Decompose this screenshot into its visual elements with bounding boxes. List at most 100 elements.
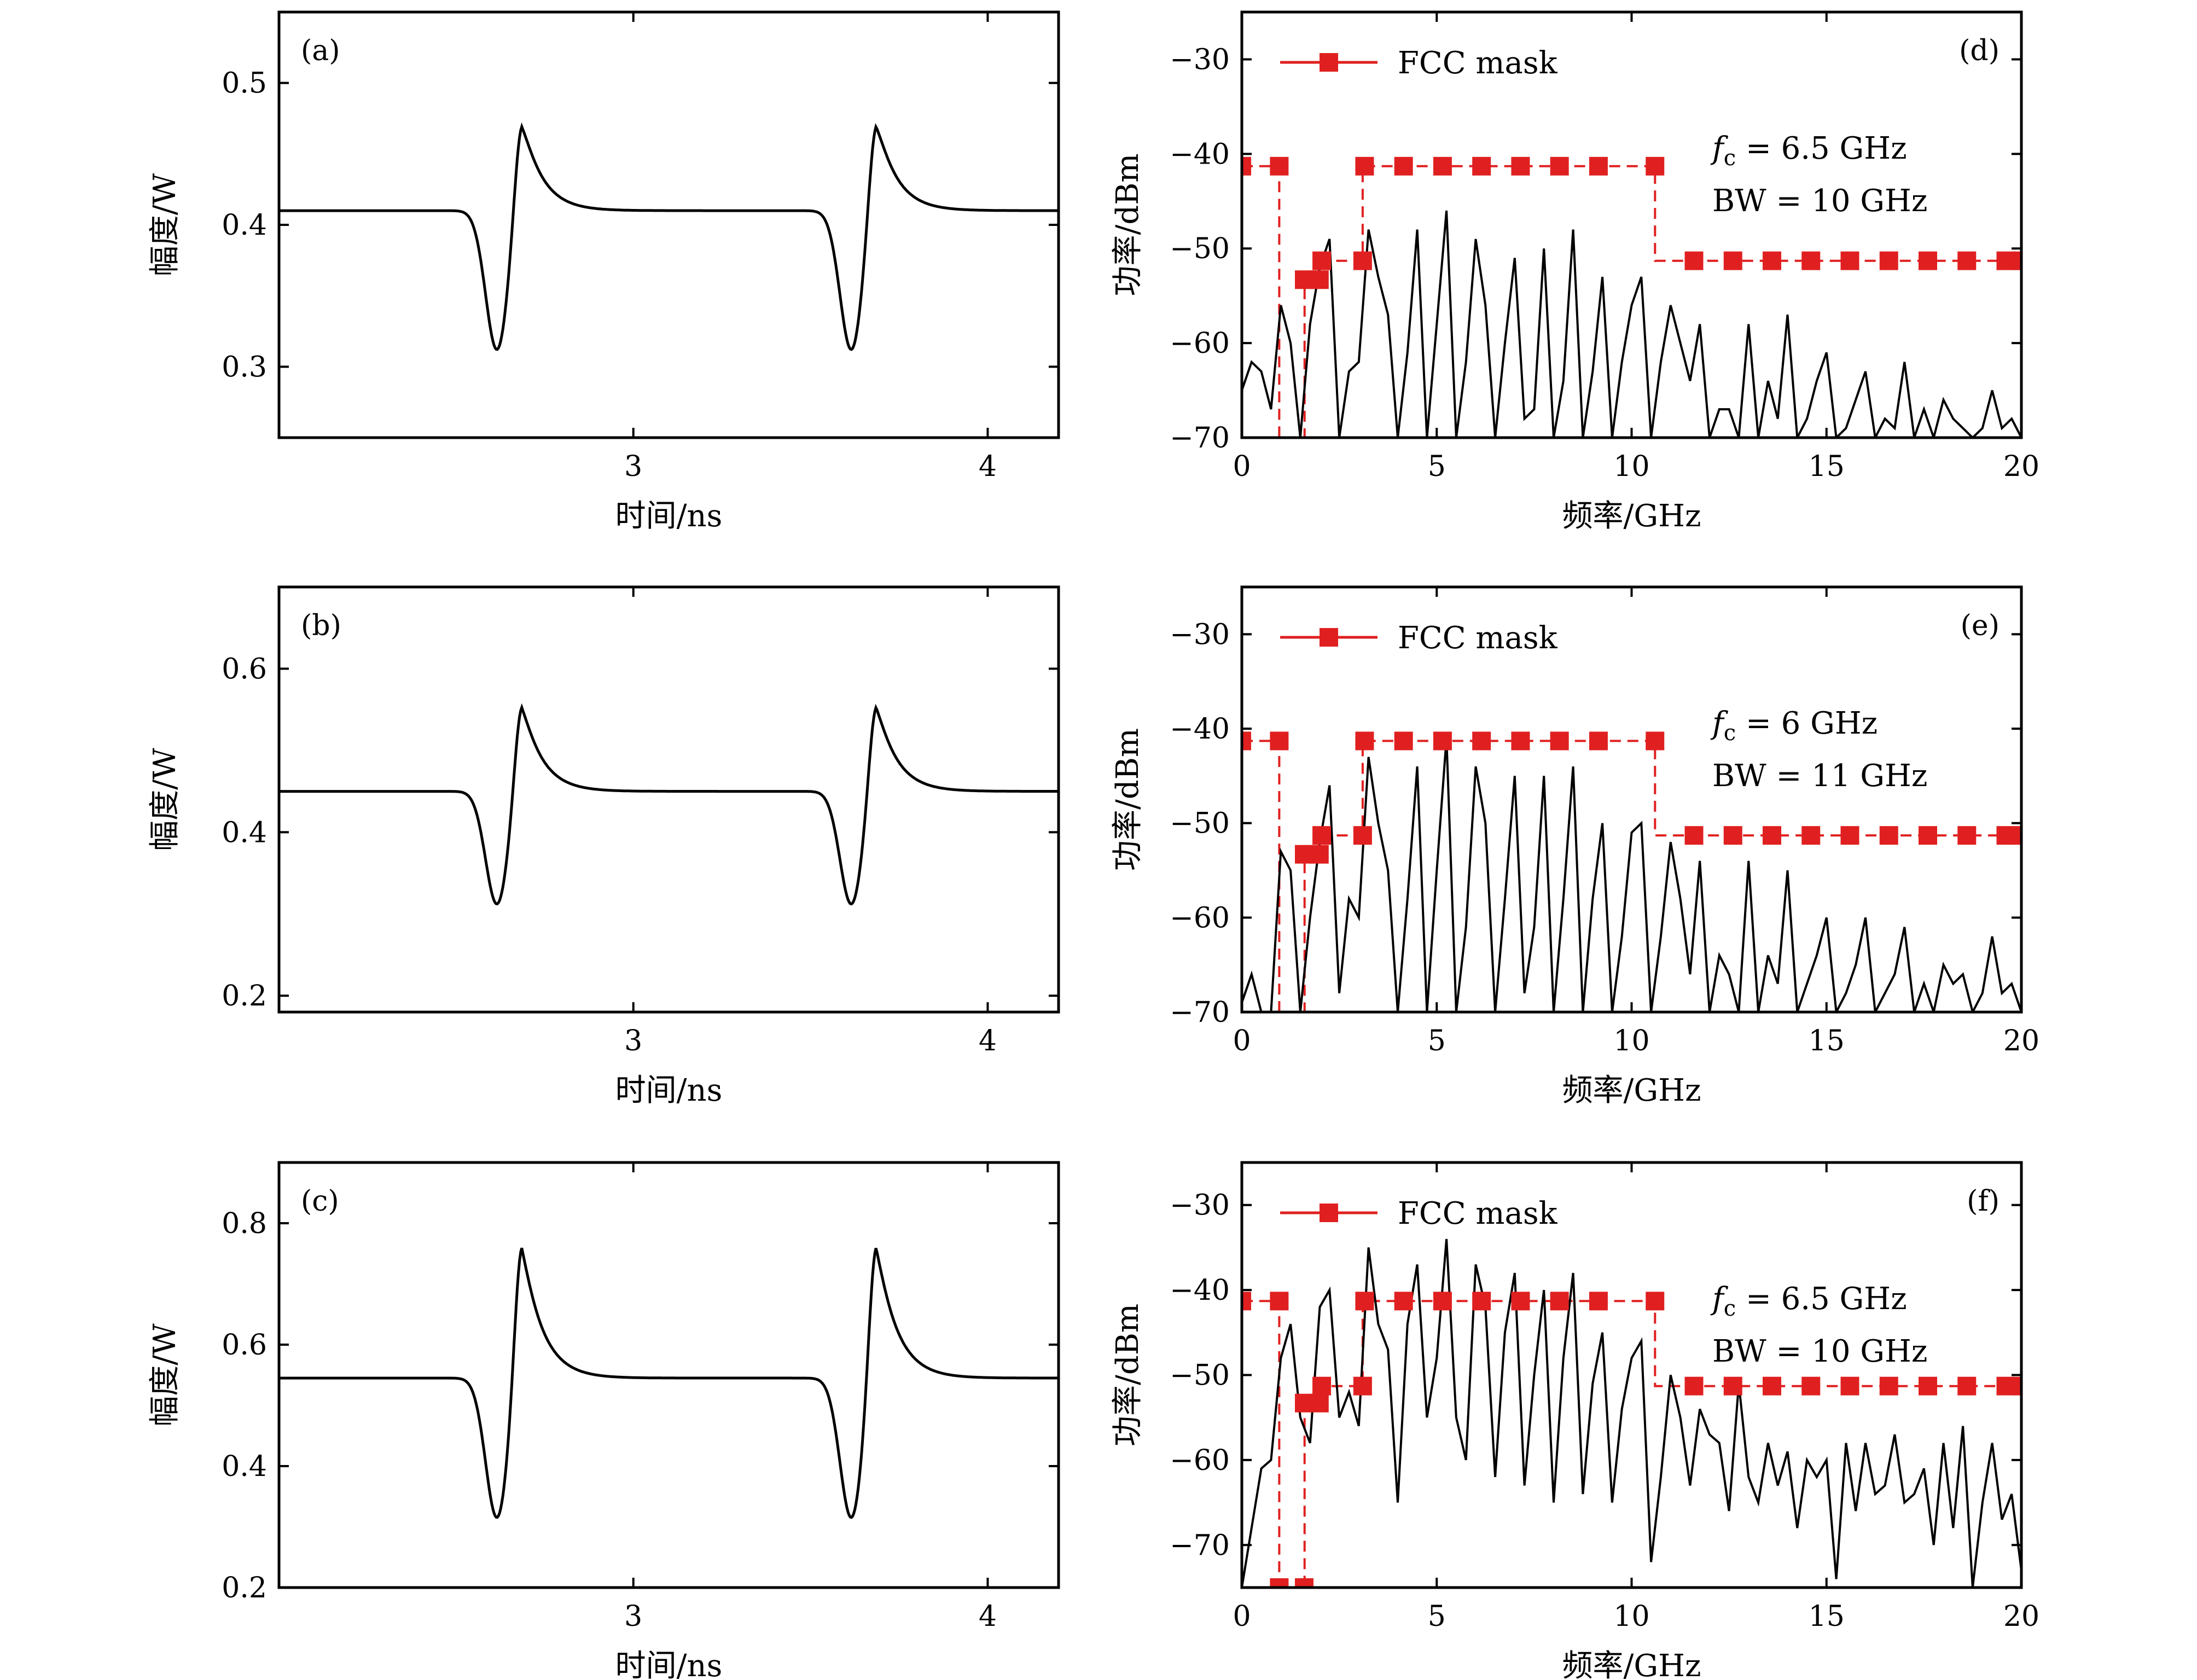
legend-label: FCC mask xyxy=(1398,1196,1558,1231)
fcc-mask-marker xyxy=(1763,1376,1781,1396)
x-tick-label: 4 xyxy=(979,1025,997,1057)
fcc-mask-marker xyxy=(1589,156,1608,176)
x-axis-title: 频率/GHz xyxy=(1562,1073,1701,1108)
fcc-mask-marker xyxy=(1472,1292,1491,1311)
chart-panel-f: 0 5 10 15 20 −30 −40 −50 −60 −70 频率/GHz 功率/dBm (f) FC… xyxy=(1110,1161,2039,1680)
fcc-mask-marker xyxy=(1394,1292,1413,1311)
fcc-mask-marker xyxy=(1270,731,1289,751)
fcc-mask-marker xyxy=(1957,826,1977,845)
pulse-series-line xyxy=(279,1247,1059,1519)
x-tick-label: 5 xyxy=(1428,1600,1446,1633)
plot-frame xyxy=(277,1161,1060,1589)
fcc-mask-marker xyxy=(1684,826,1704,845)
fcc-mask-marker xyxy=(1242,1292,1251,1311)
fcc-mask-marker xyxy=(1270,1292,1289,1311)
fcc-mask-marker xyxy=(1684,1376,1704,1396)
pulse-series-line xyxy=(279,703,1059,906)
fcc-mask-marker xyxy=(1646,156,1665,176)
fcc-mask-marker xyxy=(1472,156,1491,176)
x-tick-label: 0 xyxy=(1233,450,1251,483)
fcc-mask-marker xyxy=(1996,251,2015,270)
fcc-mask-marker xyxy=(1511,1292,1530,1311)
fcc-mask-marker xyxy=(1242,731,1251,751)
fcc-mask-marker xyxy=(1919,826,1937,845)
fcc-mask-marker xyxy=(2012,251,2021,270)
y-tick-label: −60 xyxy=(1170,902,1230,934)
x-tick-label: 4 xyxy=(979,1600,997,1633)
plot-frame xyxy=(1240,1161,2023,1589)
fcc-mask-marker xyxy=(1589,1292,1608,1311)
spectrum-series-line xyxy=(1242,210,2021,438)
y-axis-title: 功率/dBm xyxy=(1110,154,1146,297)
plot-frame xyxy=(277,10,1060,439)
fcc-mask-marker xyxy=(1310,270,1329,289)
plot-frame xyxy=(1240,10,2023,439)
x-tick-label: 5 xyxy=(1428,450,1446,483)
fcc-mask-marker xyxy=(1879,1376,1898,1396)
y-tick-label: −30 xyxy=(1170,1189,1230,1222)
x-axis-title: 时间/ns xyxy=(615,498,723,534)
pulse-series-line xyxy=(279,122,1059,351)
fcc-mask-marker xyxy=(1355,731,1374,751)
fcc-mask-marker xyxy=(1801,1376,1821,1396)
fcc-mask-marker xyxy=(1919,1376,1937,1396)
panel-label: (d) xyxy=(1959,34,2000,67)
legend-marker xyxy=(1320,1204,1338,1222)
y-tick-label: 0.8 xyxy=(222,1207,267,1240)
x-axis-title: 时间/ns xyxy=(615,1073,723,1108)
y-tick-label: −50 xyxy=(1170,807,1230,840)
fcc-mask-marker xyxy=(2012,826,2021,845)
fcc-mask-marker xyxy=(1511,731,1530,751)
x-tick-label: 3 xyxy=(624,1025,642,1057)
fcc-mask-marker xyxy=(1355,156,1374,176)
y-axis-title: 功率/dBm xyxy=(1110,728,1146,871)
x-tick-label: 4 xyxy=(979,450,997,483)
fcc-mask-marker xyxy=(2012,1376,2021,1396)
center-frequency-annotation: fc = 6.5 GHz xyxy=(1710,1281,1907,1321)
legend-marker xyxy=(1320,628,1338,647)
panel-label: (e) xyxy=(1961,609,2000,642)
legend-label: FCC mask xyxy=(1398,45,1558,81)
fcc-mask-marker xyxy=(1723,251,1742,270)
y-tick-label: −70 xyxy=(1170,422,1230,455)
plot-frame xyxy=(277,585,1060,1014)
fcc-mask-marker xyxy=(1723,826,1742,845)
fcc-mask-marker xyxy=(1433,1292,1452,1311)
plot-area xyxy=(279,122,1059,351)
legend-marker xyxy=(1320,53,1338,72)
fcc-mask-marker xyxy=(1242,156,1251,176)
y-tick-label: −70 xyxy=(1170,996,1230,1029)
y-axis-title: 功率/dBm xyxy=(1110,1304,1146,1446)
legend-label: FCC mask xyxy=(1398,620,1558,656)
fcc-mask-marker xyxy=(1550,731,1569,751)
fcc-mask-marker xyxy=(1957,1376,1977,1396)
fcc-mask-marker xyxy=(1996,826,2015,845)
y-tick-label: 0.2 xyxy=(222,980,267,1013)
fcc-mask-marker xyxy=(1723,1376,1742,1396)
x-axis-title: 频率/GHz xyxy=(1562,1648,1701,1680)
spectrum-series-line xyxy=(1242,738,2021,1012)
fcc-mask-marker xyxy=(1433,731,1452,751)
chart-panel-b: 3 4 0.2 0.4 0.6 时间/ns 幅度/W (b) xyxy=(147,585,1060,1108)
y-tick-label: −60 xyxy=(1170,327,1230,360)
fcc-mask-marker xyxy=(1550,156,1569,176)
y-tick-label: 0.5 xyxy=(222,67,267,100)
fcc-mask-marker xyxy=(1511,156,1530,176)
plot-area xyxy=(279,1247,1059,1519)
plot-area xyxy=(279,703,1059,906)
x-tick-label: 20 xyxy=(2003,1025,2039,1057)
y-tick-label: 0.4 xyxy=(222,816,267,849)
fcc-mask-line xyxy=(1242,1300,2021,1588)
x-tick-label: 0 xyxy=(1233,1600,1251,1633)
fcc-mask-marker xyxy=(1550,1292,1569,1311)
fcc-mask-marker xyxy=(1295,1578,1313,1588)
fcc-mask-marker xyxy=(1957,251,1977,270)
panel-label: (f) xyxy=(1967,1185,2000,1218)
x-tick-label: 20 xyxy=(2003,1600,2039,1633)
center-frequency-annotation: fc = 6.5 GHz xyxy=(1710,131,1907,171)
x-tick-label: 15 xyxy=(1809,1025,1845,1057)
chart-panel-e: 0 5 10 15 20 −30 −40 −50 −60 −70 频率/GHz 功率/dBm (e) FC… xyxy=(1110,585,2039,1108)
y-tick-label: −70 xyxy=(1170,1529,1230,1562)
fcc-mask-marker xyxy=(1312,1376,1332,1396)
fcc-mask-marker xyxy=(1801,251,1821,270)
